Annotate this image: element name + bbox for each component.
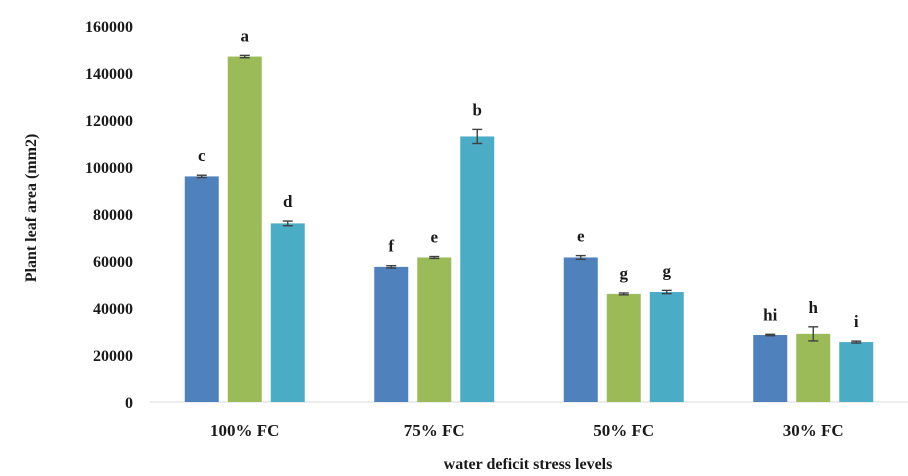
y-tick-label: 100000 (85, 160, 133, 177)
category-labels: 100% FC 75% FC 50% FC 30% FC (210, 421, 844, 440)
significance-label: f (388, 237, 394, 256)
bar (184, 176, 219, 402)
y-tick-label: 140000 (85, 66, 133, 83)
bar (227, 56, 262, 403)
y-tick-label: 160000 (85, 19, 133, 36)
significance-label: e (430, 228, 438, 247)
significance-label: b (473, 100, 482, 119)
y-tick-label: 80000 (93, 207, 133, 224)
significance-label: hi (763, 305, 777, 324)
y-tick-label: 0 (125, 395, 133, 412)
x-tick-label: 100% FC (210, 421, 279, 440)
x-axis-title: water deficit stress levels (444, 456, 613, 473)
bar (460, 136, 495, 402)
significance-label: d (283, 192, 293, 211)
y-axis-title: Plant leaf area (mm2) (23, 134, 40, 283)
significance-label: g (620, 264, 629, 283)
significance-label: g (663, 261, 672, 280)
y-tick-label: 40000 (93, 301, 133, 318)
x-tick-label: 75% FC (404, 421, 465, 440)
y-tick-label: 120000 (85, 113, 133, 130)
x-tick-label: 50% FC (593, 421, 654, 440)
y-tick-label: 20000 (93, 348, 133, 365)
bar (606, 293, 641, 402)
significance-label: e (577, 227, 585, 246)
bar (796, 333, 831, 402)
significance-label: a (241, 26, 250, 45)
significance-label: i (854, 312, 859, 331)
bar (270, 223, 305, 402)
bar (563, 257, 598, 402)
bar (374, 266, 409, 402)
significance-label: h (809, 298, 819, 317)
y-tick-label: 60000 (93, 254, 133, 271)
bar (649, 292, 684, 402)
bar (839, 342, 874, 402)
y-axis-ticks: 0 20000 40000 60000 80000 100000 120000 140000 1… (85, 19, 133, 412)
bar (753, 335, 788, 402)
significance-label: c (198, 146, 206, 165)
x-tick-label: 30% FC (783, 421, 844, 440)
bar (417, 257, 452, 402)
